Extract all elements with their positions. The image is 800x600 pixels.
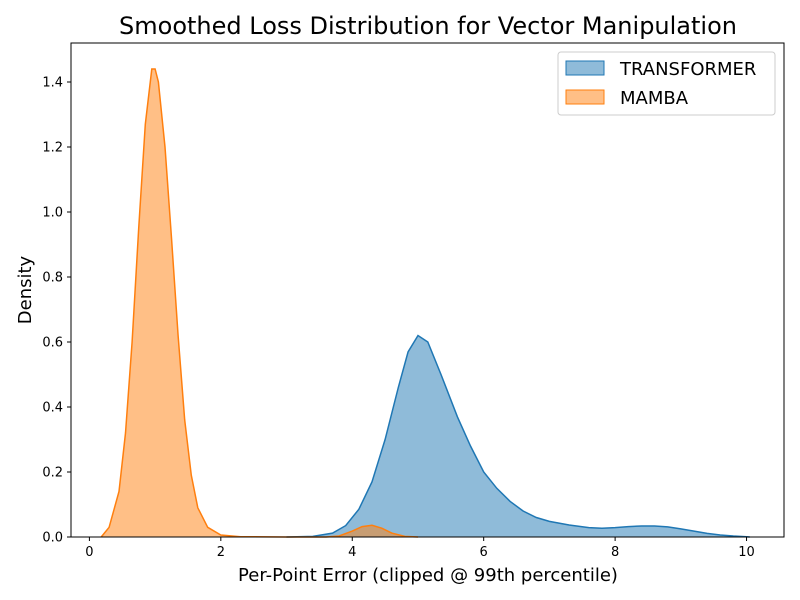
y-tick-label: 0.6 [42,336,63,351]
x-tick-label: 6 [480,545,488,560]
y-tick-label: 0.8 [42,271,63,286]
y-tick-label: 1.2 [42,141,63,156]
legend-label-transformer: TRANSFORMER [619,59,756,80]
x-tick-label: 10 [738,545,755,560]
x-tick-label: 0 [85,545,93,560]
y-tick-label: 1.4 [42,76,63,91]
legend-label-mamba: MAMBA [620,88,689,109]
x-tick-label: 2 [217,545,225,560]
x-axis-label: Per-Point Error (clipped @ 99th percenti… [238,565,618,586]
y-tick-label: 0.4 [42,401,63,416]
legend-swatch-transformer [565,60,605,76]
x-axis-ticks: 0 2 4 6 8 10 [85,537,755,560]
y-tick-label: 1.0 [42,206,63,221]
density-line-mamba [100,68,419,538]
density-area-mamba [101,69,418,537]
chart-title: Smoothed Loss Distribution for Vector Ma… [119,12,737,40]
density-area-transformer [286,335,750,537]
plot-frame [70,42,785,538]
x-tick-label: 8 [611,545,619,560]
density-line-transformer [286,334,750,538]
legend: TRANSFORMER MAMBA [557,51,776,116]
x-tick-label: 4 [348,545,356,560]
y-tick-label: 0.0 [42,531,63,546]
legend-swatch-mamba [565,89,605,105]
y-axis-label: Density [15,255,36,324]
density-areas [100,68,750,538]
y-axis-ticks: 0.0 0.2 0.4 0.6 0.8 1.0 1.2 1.4 [42,76,71,546]
legend-frame [557,51,776,116]
y-tick-label: 0.2 [42,466,63,481]
